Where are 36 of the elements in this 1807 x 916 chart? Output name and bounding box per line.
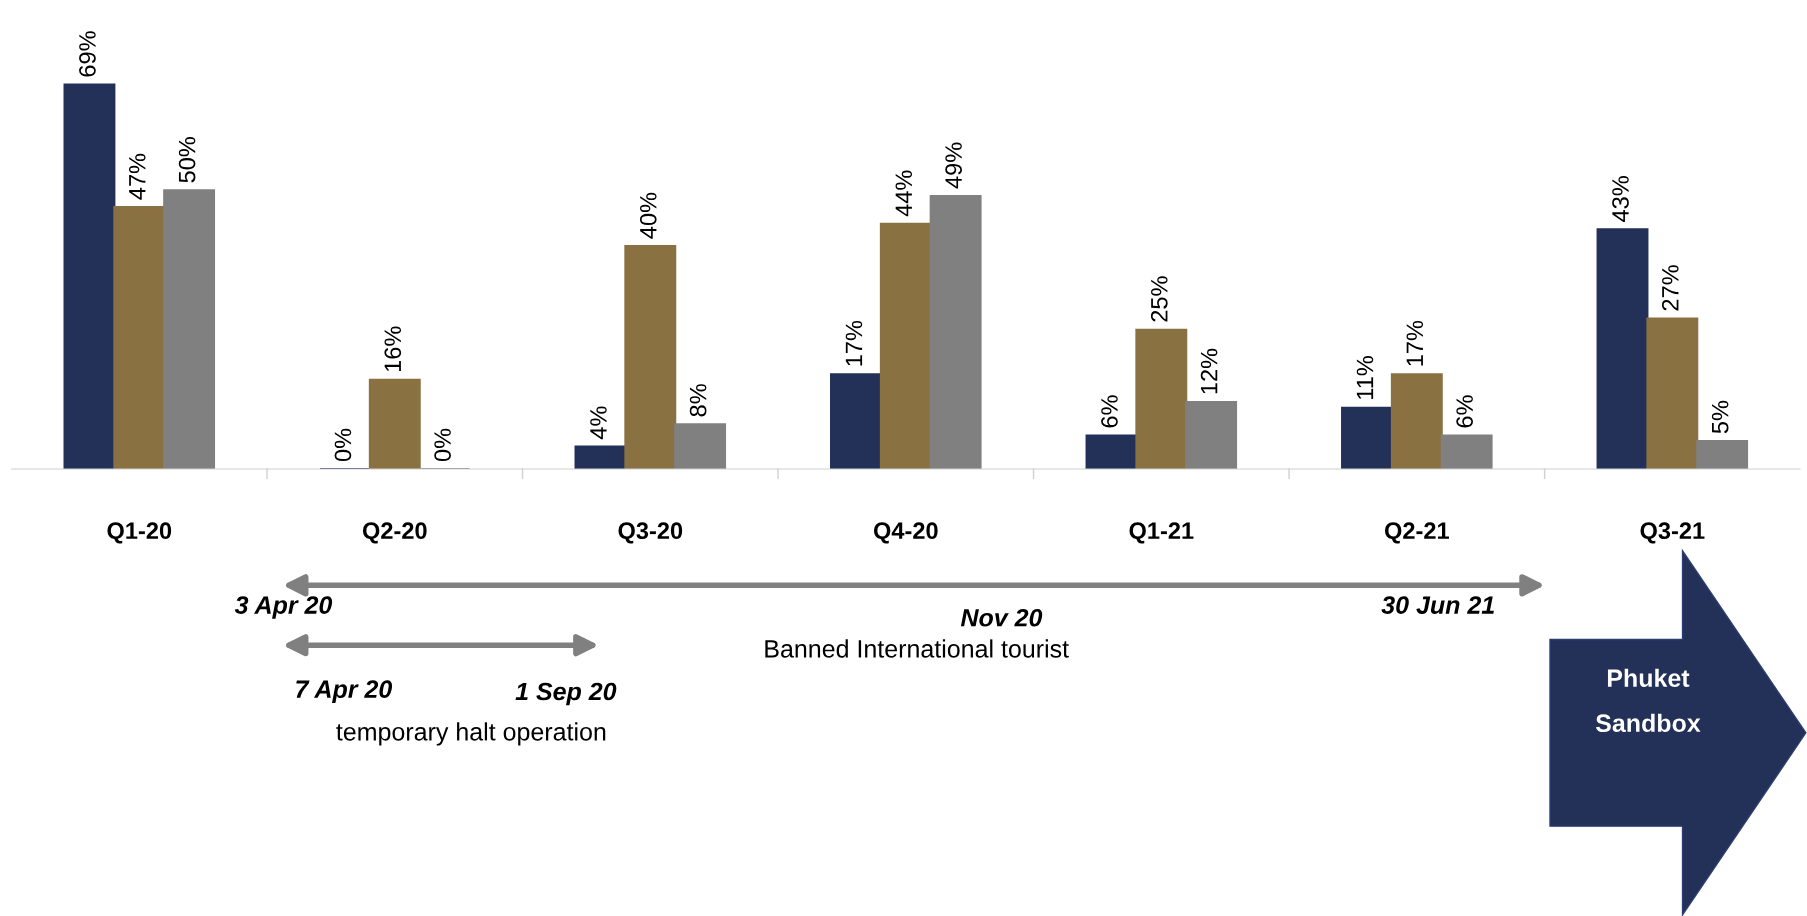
data-label: 47% xyxy=(129,153,146,200)
x-tick-label: Q3-21 xyxy=(1640,522,1705,544)
text: 1 Sep 20 xyxy=(515,682,617,706)
data-label: 6% xyxy=(1101,395,1118,428)
x-tick-label: Q1-20 xyxy=(107,522,172,544)
text: Banned International tourist xyxy=(765,639,1069,658)
data-label: 0% xyxy=(434,428,451,462)
data-label: 16% xyxy=(384,326,402,372)
data-label: 43% xyxy=(1612,176,1629,222)
text: 7 Apr 20 xyxy=(296,680,393,703)
text: Phuket Sandbox xyxy=(1595,668,1701,733)
text: Nov 20 xyxy=(960,608,1043,627)
x-tick-label: Q1-21 xyxy=(1129,522,1194,544)
data-label: 49% xyxy=(945,142,962,189)
data-label: 5% xyxy=(1711,400,1729,434)
text: 3 Apr 20 xyxy=(234,596,333,619)
data-label: 44% xyxy=(895,170,913,217)
data-label: 12% xyxy=(1200,348,1218,394)
data-label: 40% xyxy=(639,192,657,239)
x-tick-label: Q4-20 xyxy=(873,522,938,544)
data-label: 11% xyxy=(1356,356,1374,399)
x-tick-label: Q3-20 xyxy=(618,522,683,544)
data-label: 50% xyxy=(178,137,196,183)
x-tick-label: Q2-20 xyxy=(362,522,427,544)
data-label: 17% xyxy=(1406,320,1424,366)
data-label: 27% xyxy=(1661,265,1679,311)
data-label: 69% xyxy=(79,31,96,77)
data-label: 6% xyxy=(1456,395,1473,428)
text: 30 Jun 21 xyxy=(1381,596,1494,614)
data-label: 25% xyxy=(1150,276,1168,322)
data-label: 4% xyxy=(590,406,607,440)
data-label: 17% xyxy=(845,320,863,366)
data-label: 8% xyxy=(689,384,707,417)
x-tick-label: Q2-21 xyxy=(1384,522,1449,544)
data-label: 0% xyxy=(334,428,352,462)
text: temporary halt operation xyxy=(336,722,606,746)
